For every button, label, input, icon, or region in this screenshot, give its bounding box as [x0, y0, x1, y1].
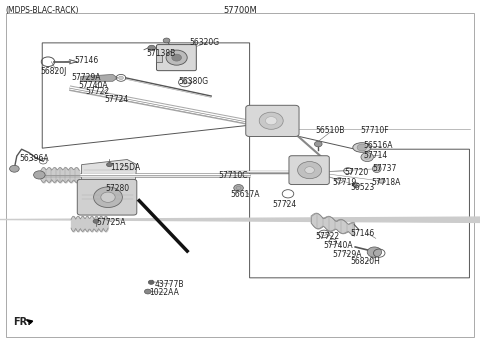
Text: 57138B: 57138B	[146, 49, 176, 58]
Text: 43777B: 43777B	[155, 280, 184, 288]
Circle shape	[163, 38, 170, 43]
Text: 56820H: 56820H	[350, 257, 380, 266]
Circle shape	[305, 167, 314, 174]
Circle shape	[182, 81, 187, 84]
Circle shape	[101, 192, 115, 202]
Text: 57720: 57720	[345, 168, 369, 177]
Circle shape	[353, 183, 360, 188]
Text: 56510B: 56510B	[316, 126, 345, 135]
Circle shape	[357, 144, 367, 151]
Circle shape	[361, 153, 373, 162]
Text: 57724: 57724	[105, 95, 129, 104]
Text: 57725A: 57725A	[96, 218, 125, 227]
Text: 56320G: 56320G	[190, 38, 220, 47]
Text: 57719: 57719	[333, 178, 357, 187]
Circle shape	[298, 162, 322, 179]
Text: 57718A: 57718A	[371, 178, 400, 187]
Circle shape	[367, 247, 382, 257]
Circle shape	[94, 187, 122, 208]
Text: 56523: 56523	[350, 183, 375, 192]
Text: 57714: 57714	[364, 151, 388, 159]
Text: FR.: FR.	[13, 317, 31, 327]
Text: 57280: 57280	[106, 184, 130, 193]
Circle shape	[144, 289, 151, 294]
Text: 56396A: 56396A	[19, 154, 49, 163]
FancyBboxPatch shape	[77, 179, 137, 215]
Circle shape	[148, 280, 154, 284]
Text: 57724: 57724	[272, 200, 297, 209]
Circle shape	[172, 54, 181, 61]
Text: 57729A: 57729A	[71, 73, 100, 82]
Circle shape	[265, 117, 277, 125]
Text: 57740A: 57740A	[323, 241, 353, 250]
Circle shape	[148, 45, 156, 51]
Text: 1125DA: 1125DA	[110, 163, 141, 172]
Bar	[156, 55, 162, 62]
Text: 56820J: 56820J	[41, 67, 67, 75]
Circle shape	[314, 141, 322, 147]
Circle shape	[166, 50, 187, 65]
Circle shape	[93, 219, 99, 223]
Text: 56516A: 56516A	[364, 141, 393, 150]
Polygon shape	[82, 159, 137, 190]
Ellipse shape	[378, 179, 385, 183]
Circle shape	[119, 76, 123, 80]
Text: 56380G: 56380G	[179, 77, 209, 86]
Polygon shape	[26, 320, 33, 323]
Text: 57722: 57722	[85, 87, 109, 96]
Circle shape	[34, 171, 45, 179]
Circle shape	[259, 112, 283, 129]
Circle shape	[107, 163, 112, 167]
Ellipse shape	[372, 165, 381, 173]
Text: 57737: 57737	[372, 164, 396, 173]
Text: 57740A: 57740A	[78, 81, 108, 90]
Text: 57710F: 57710F	[360, 126, 389, 135]
Text: 56617A: 56617A	[230, 190, 260, 199]
Circle shape	[10, 165, 19, 172]
Text: 57729A: 57729A	[333, 250, 362, 259]
Text: 57146: 57146	[74, 56, 99, 64]
Text: 57710C: 57710C	[218, 171, 248, 180]
Text: 57146: 57146	[350, 229, 375, 238]
FancyBboxPatch shape	[156, 45, 196, 71]
FancyBboxPatch shape	[289, 156, 329, 185]
Ellipse shape	[353, 143, 371, 152]
Text: 57722: 57722	[316, 232, 340, 241]
FancyBboxPatch shape	[246, 105, 299, 137]
Text: 1022AA: 1022AA	[149, 288, 179, 297]
Polygon shape	[81, 74, 118, 81]
Text: (MDPS-BLAC-RACK): (MDPS-BLAC-RACK)	[6, 7, 79, 15]
Circle shape	[234, 185, 243, 191]
Text: 57700M: 57700M	[223, 7, 257, 15]
